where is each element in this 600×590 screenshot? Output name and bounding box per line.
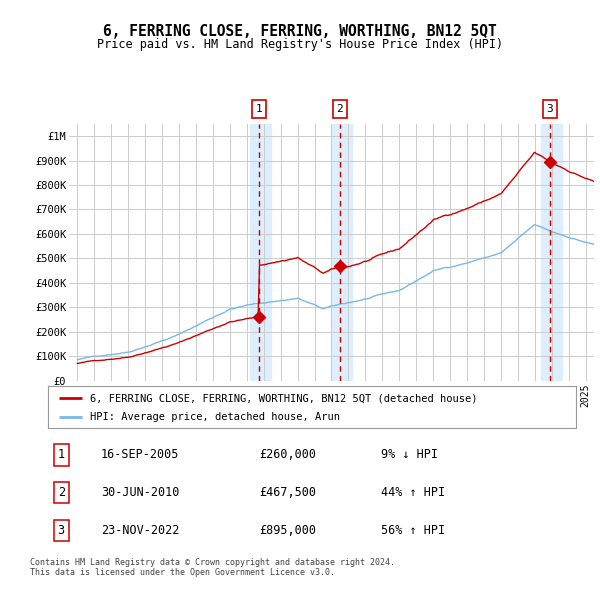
Text: 2: 2	[337, 104, 343, 114]
Text: 3: 3	[58, 524, 65, 537]
Text: 1: 1	[256, 104, 262, 114]
Text: HPI: Average price, detached house, Arun: HPI: Average price, detached house, Arun	[90, 412, 340, 422]
Text: 3: 3	[547, 104, 553, 114]
Bar	[541, 124, 562, 381]
Text: £467,500: £467,500	[259, 486, 316, 499]
Text: 16-SEP-2005: 16-SEP-2005	[101, 448, 179, 461]
Text: 1: 1	[58, 448, 65, 461]
Text: 6, FERRING CLOSE, FERRING, WORTHING, BN12 5QT (detached house): 6, FERRING CLOSE, FERRING, WORTHING, BN1…	[90, 393, 478, 403]
Text: Price paid vs. HM Land Registry's House Price Index (HPI): Price paid vs. HM Land Registry's House …	[97, 38, 503, 51]
Text: £260,000: £260,000	[259, 448, 316, 461]
Text: 30-JUN-2010: 30-JUN-2010	[101, 486, 179, 499]
Bar	[250, 124, 271, 381]
Text: Contains HM Land Registry data © Crown copyright and database right 2024.
This d: Contains HM Land Registry data © Crown c…	[30, 558, 395, 577]
Text: 2: 2	[58, 486, 65, 499]
Text: 44% ↑ HPI: 44% ↑ HPI	[380, 486, 445, 499]
Text: 9% ↓ HPI: 9% ↓ HPI	[380, 448, 437, 461]
Text: £895,000: £895,000	[259, 524, 316, 537]
Text: 23-NOV-2022: 23-NOV-2022	[101, 524, 179, 537]
Text: 56% ↑ HPI: 56% ↑ HPI	[380, 524, 445, 537]
Bar	[331, 124, 352, 381]
Text: 6, FERRING CLOSE, FERRING, WORTHING, BN12 5QT: 6, FERRING CLOSE, FERRING, WORTHING, BN1…	[103, 24, 497, 38]
